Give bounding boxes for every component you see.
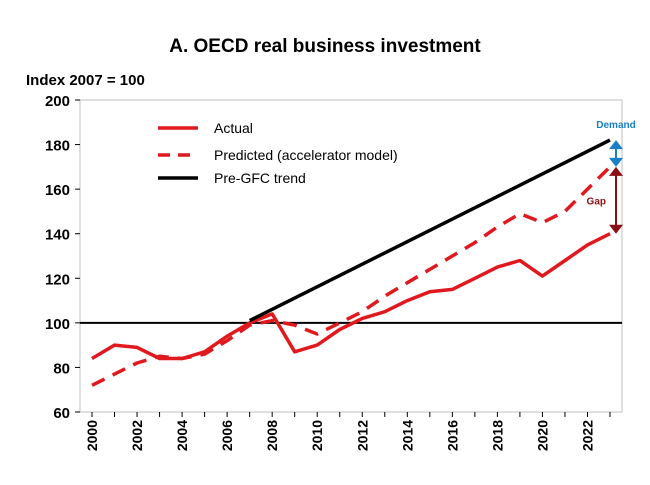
annotation-arrow-head-down-0 bbox=[609, 157, 623, 167]
y-tick-label: 200 bbox=[45, 93, 70, 110]
x-tick-label: 2000 bbox=[84, 420, 100, 451]
x-tick-label: 2020 bbox=[534, 420, 550, 451]
y-tick-label: 120 bbox=[45, 271, 70, 288]
y-tick-label: 140 bbox=[45, 227, 70, 244]
annotation-arrow-head-down-1 bbox=[609, 224, 623, 234]
x-tick-label: 2012 bbox=[354, 420, 370, 451]
annotation-arrow-head-up-1 bbox=[609, 166, 623, 176]
x-tick-label: 2010 bbox=[309, 420, 325, 451]
legend-label-2: Pre-GFC trend bbox=[214, 170, 306, 186]
chart-title: A. OECD real business investment bbox=[169, 36, 481, 57]
y-tick-label: 160 bbox=[45, 182, 70, 199]
y-tick-label: 60 bbox=[53, 405, 70, 422]
series-line-1 bbox=[91, 165, 612, 387]
y-tick-label: 100 bbox=[45, 316, 70, 333]
x-tick-label: 2006 bbox=[219, 420, 235, 451]
x-tick-label: 2014 bbox=[399, 420, 415, 451]
legend-label-0: Actual bbox=[214, 120, 253, 136]
legend-label-1: Predicted (accelerator model) bbox=[214, 147, 398, 163]
x-tick-label: 2004 bbox=[174, 420, 190, 451]
x-tick-label: 2016 bbox=[444, 420, 460, 451]
x-tick-label: 2018 bbox=[489, 420, 505, 451]
plot-frame bbox=[79, 99, 623, 413]
y-axis-label: Index 2007 = 100 bbox=[26, 72, 145, 89]
annotation-label-demand: Demand bbox=[596, 120, 635, 131]
x-tick-label: 2022 bbox=[579, 420, 595, 451]
x-tick-label: 2008 bbox=[264, 420, 280, 451]
annotation-arrow-head-up-0 bbox=[609, 140, 623, 150]
y-tick-label: 180 bbox=[45, 138, 70, 155]
series-line-0 bbox=[91, 232, 611, 361]
y-tick-label: 80 bbox=[53, 360, 70, 377]
x-tick-label: 2002 bbox=[129, 420, 145, 451]
series-line-2 bbox=[248, 138, 611, 323]
annotation-label-gap: Gap bbox=[587, 196, 606, 207]
